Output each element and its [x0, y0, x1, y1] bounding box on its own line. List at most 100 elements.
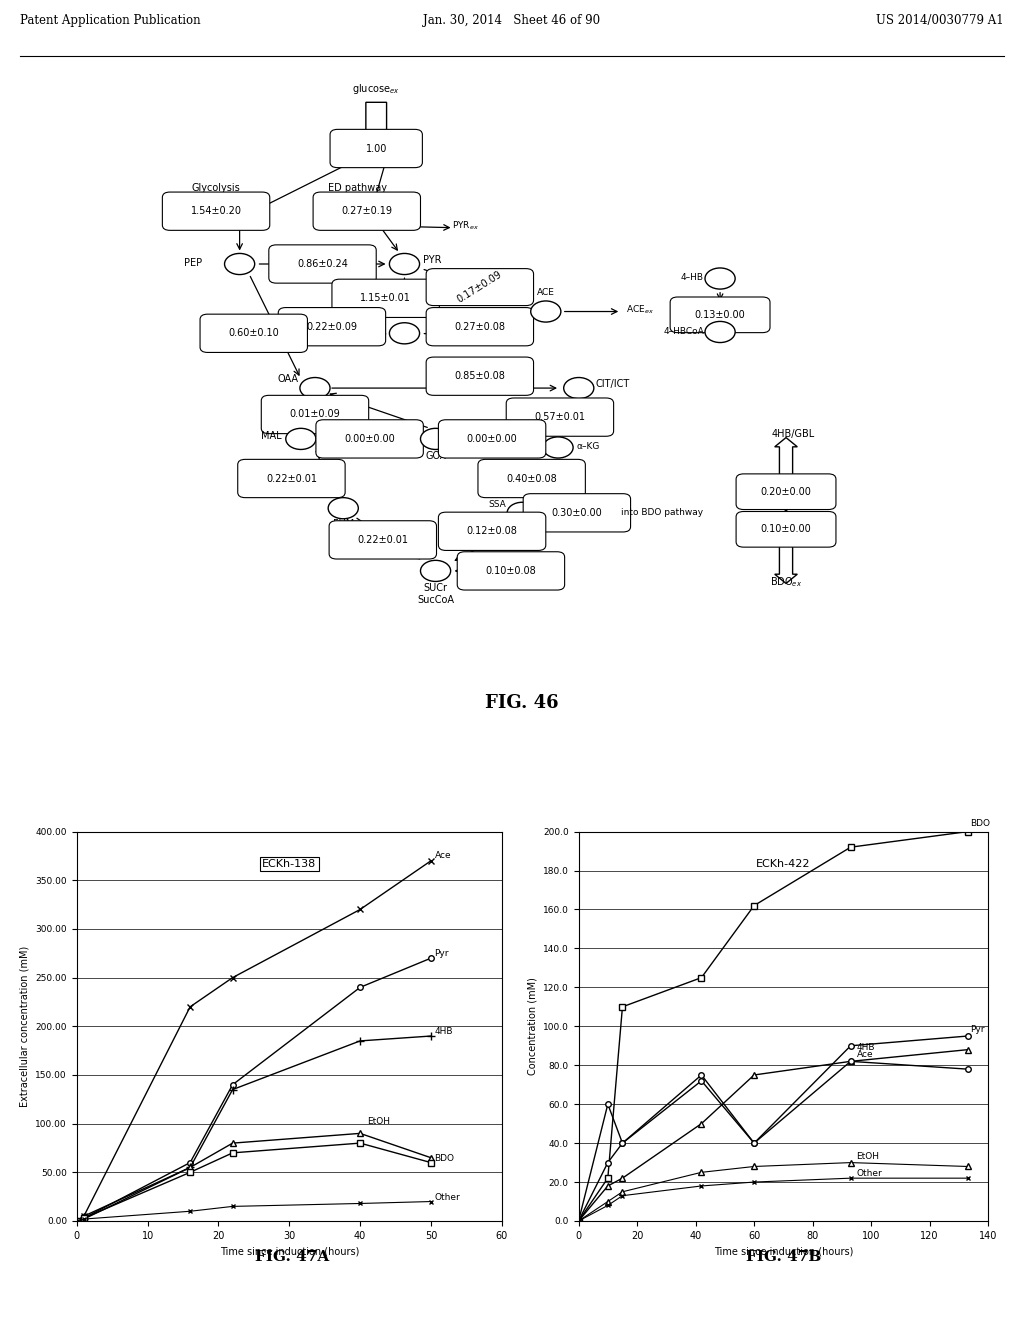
- Text: PEP: PEP: [183, 257, 202, 268]
- Circle shape: [530, 301, 561, 322]
- Text: ECKh-422: ECKh-422: [756, 859, 811, 869]
- Text: 1.00: 1.00: [366, 144, 387, 153]
- Circle shape: [507, 503, 538, 523]
- Circle shape: [543, 437, 573, 458]
- Text: 4HB/GBL: 4HB/GBL: [772, 429, 815, 440]
- FancyBboxPatch shape: [426, 308, 534, 346]
- Text: 0.86±0.24: 0.86±0.24: [297, 259, 348, 269]
- FancyBboxPatch shape: [313, 191, 421, 231]
- Text: Ace: Ace: [856, 1051, 873, 1060]
- Circle shape: [286, 429, 316, 449]
- Text: 0.22±0.01: 0.22±0.01: [266, 474, 317, 483]
- FancyBboxPatch shape: [200, 314, 307, 352]
- Text: ACE: ACE: [537, 288, 555, 297]
- FancyBboxPatch shape: [523, 494, 631, 532]
- Text: 4HB: 4HB: [434, 1027, 453, 1036]
- Text: 0.30±0.00: 0.30±0.00: [552, 508, 602, 517]
- Text: Patent Application Publication: Patent Application Publication: [20, 15, 201, 28]
- Text: BDO$_{ex}$: BDO$_{ex}$: [770, 576, 802, 589]
- Text: Ace: Ace: [434, 851, 452, 859]
- Text: ED pathway: ED pathway: [328, 183, 387, 193]
- FancyBboxPatch shape: [506, 399, 613, 436]
- Text: 1.54±0.20: 1.54±0.20: [190, 206, 242, 216]
- FancyBboxPatch shape: [438, 420, 546, 458]
- Circle shape: [224, 253, 255, 275]
- Text: PYR: PYR: [423, 255, 441, 265]
- Text: SSA: SSA: [488, 500, 506, 510]
- Text: Pyr: Pyr: [971, 1026, 985, 1034]
- Text: 0.00±0.00: 0.00±0.00: [467, 434, 517, 444]
- Text: 0.10±0.08: 0.10±0.08: [485, 566, 537, 576]
- Text: SucCoA: SucCoA: [417, 595, 454, 606]
- Text: 0.10±0.00: 0.10±0.00: [761, 524, 811, 535]
- Text: FUM: FUM: [333, 520, 354, 529]
- Y-axis label: Concentration (mM): Concentration (mM): [527, 977, 538, 1076]
- Text: EtOH: EtOH: [368, 1117, 390, 1126]
- Text: PYR$_{ex}$: PYR$_{ex}$: [452, 219, 478, 232]
- Text: 0.13±0.00: 0.13±0.00: [694, 310, 745, 319]
- Text: 0.22±0.09: 0.22±0.09: [306, 322, 357, 331]
- Text: Other: Other: [856, 1170, 883, 1179]
- FancyArrow shape: [775, 543, 798, 583]
- Circle shape: [328, 498, 358, 519]
- FancyBboxPatch shape: [330, 129, 422, 168]
- FancyArrow shape: [775, 438, 798, 479]
- FancyBboxPatch shape: [670, 297, 770, 333]
- Text: BDO: BDO: [434, 1154, 455, 1163]
- FancyBboxPatch shape: [269, 246, 376, 284]
- Text: EtOH: EtOH: [856, 1151, 880, 1160]
- Text: SUCr: SUCr: [424, 583, 447, 594]
- FancyBboxPatch shape: [163, 191, 269, 231]
- Text: 0.01±0.09: 0.01±0.09: [290, 409, 340, 420]
- Text: 0.60±0.10: 0.60±0.10: [228, 329, 280, 338]
- Circle shape: [563, 378, 594, 399]
- Circle shape: [421, 429, 451, 449]
- FancyBboxPatch shape: [426, 268, 534, 306]
- Text: OAA: OAA: [278, 374, 299, 384]
- Text: α–KG: α–KG: [577, 442, 600, 450]
- FancyBboxPatch shape: [261, 396, 369, 434]
- FancyBboxPatch shape: [426, 356, 534, 396]
- Circle shape: [421, 561, 451, 581]
- Circle shape: [389, 323, 420, 345]
- FancyBboxPatch shape: [332, 280, 439, 318]
- X-axis label: Time since induction (hours): Time since induction (hours): [714, 1246, 853, 1257]
- FancyBboxPatch shape: [478, 459, 586, 498]
- Text: 1.15±0.01: 1.15±0.01: [360, 293, 411, 304]
- FancyBboxPatch shape: [238, 459, 345, 498]
- FancyBboxPatch shape: [438, 512, 546, 550]
- Circle shape: [300, 378, 330, 399]
- Text: GOX: GOX: [425, 451, 446, 461]
- Circle shape: [705, 322, 735, 342]
- Text: FIG. 47A: FIG. 47A: [255, 1250, 329, 1263]
- Text: 0.17±0.09: 0.17±0.09: [456, 269, 504, 305]
- Text: 0.27±0.08: 0.27±0.08: [455, 322, 506, 331]
- Text: Other: Other: [434, 1192, 460, 1201]
- Circle shape: [705, 268, 735, 289]
- Text: 0.20±0.00: 0.20±0.00: [761, 487, 811, 496]
- Text: CIT/ICT: CIT/ICT: [596, 379, 630, 389]
- FancyBboxPatch shape: [736, 474, 836, 510]
- Text: 0.12±0.08: 0.12±0.08: [467, 527, 517, 536]
- Circle shape: [389, 253, 420, 275]
- Text: 4–HB: 4–HB: [681, 273, 705, 281]
- Text: ECKh-138: ECKh-138: [262, 859, 316, 869]
- Text: US 2014/0030779 A1: US 2014/0030779 A1: [876, 15, 1004, 28]
- FancyBboxPatch shape: [736, 511, 836, 548]
- Text: 0.57±0.01: 0.57±0.01: [535, 412, 586, 422]
- Text: 4HB: 4HB: [856, 1043, 874, 1052]
- Text: FIG. 46: FIG. 46: [485, 694, 559, 711]
- Text: 4–HBCoA: 4–HBCoA: [664, 327, 705, 337]
- Text: into BDO pathway: into BDO pathway: [622, 508, 703, 517]
- Text: MAL: MAL: [261, 430, 282, 441]
- Text: Pyr: Pyr: [434, 949, 449, 958]
- X-axis label: Time since induction (hours): Time since induction (hours): [219, 1246, 359, 1257]
- Text: ACE$_{ex}$: ACE$_{ex}$: [626, 304, 653, 315]
- Y-axis label: Extracellular concentration (mM): Extracellular concentration (mM): [19, 945, 30, 1107]
- Text: Glycolysis: Glycolysis: [191, 183, 241, 193]
- Text: BDO: BDO: [971, 818, 990, 828]
- Text: 0.22±0.01: 0.22±0.01: [357, 535, 409, 545]
- FancyArrow shape: [358, 103, 394, 150]
- Text: 0.00±0.00: 0.00±0.00: [344, 434, 395, 444]
- Text: 0.27±0.19: 0.27±0.19: [341, 206, 392, 216]
